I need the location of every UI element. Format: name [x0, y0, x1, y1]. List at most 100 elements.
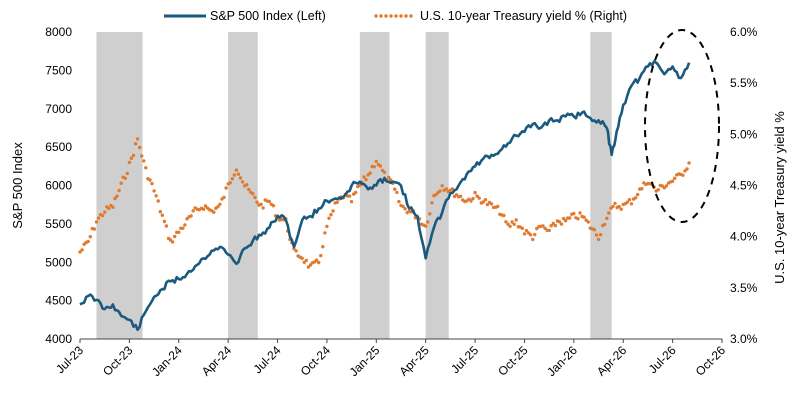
yield-point — [255, 200, 259, 204]
yield-point — [563, 219, 568, 223]
y-right-axis-title: U.S. 10-year Treasury yield % — [772, 111, 787, 284]
yield-point — [138, 145, 142, 150]
yield-point — [131, 153, 136, 158]
yield-point — [541, 224, 545, 228]
yield-point — [181, 226, 185, 230]
yield-point — [177, 230, 181, 234]
legend: S&P 500 Index (Left) U.S. 10-year Treasur… — [164, 9, 627, 23]
yield-point — [216, 205, 220, 209]
yield-point — [403, 207, 407, 211]
y-left-tick-label: 8000 — [45, 25, 72, 39]
yield-point — [605, 216, 609, 220]
yield-point — [259, 202, 263, 206]
yield-point — [234, 168, 239, 172]
yield-point — [629, 202, 634, 206]
yield-point — [450, 187, 455, 191]
yield-point — [382, 170, 387, 174]
yield-point — [568, 216, 572, 220]
yield-point — [393, 187, 397, 191]
yield-point — [592, 228, 597, 232]
yield-point — [528, 233, 533, 237]
yield-point — [685, 167, 689, 171]
yield-point — [238, 176, 243, 180]
highlight-ellipse — [644, 29, 720, 223]
yield-point — [117, 188, 121, 193]
yield-point — [397, 199, 401, 204]
yield-point — [522, 232, 527, 236]
yield-point — [306, 265, 311, 269]
yield-point — [183, 223, 187, 227]
y-right-tick-label: 3.5% — [730, 281, 758, 295]
yield-point — [374, 159, 378, 164]
yield-point — [94, 220, 99, 224]
yield-point — [314, 258, 319, 262]
yield-point — [150, 181, 154, 186]
yield-point — [203, 204, 208, 208]
yield-point — [469, 199, 473, 203]
yield-point — [687, 161, 691, 165]
x-tick-label: Oct-24 — [298, 343, 334, 379]
yield-point — [547, 228, 551, 233]
x-tick-label: Jul-25 — [448, 343, 481, 376]
yield-point — [129, 156, 134, 160]
y-right-tick-label: 6.0% — [730, 25, 758, 39]
yield-point — [531, 237, 535, 242]
yield-point — [572, 211, 576, 216]
yield-point — [364, 177, 368, 182]
yield-point — [133, 142, 138, 146]
yield-point — [506, 222, 510, 226]
y-right-tick-label: 4.0% — [730, 230, 758, 244]
yield-point — [335, 200, 339, 205]
yield-point — [347, 194, 352, 198]
yield-point — [559, 222, 564, 226]
yield-point — [158, 210, 162, 214]
yield-point — [148, 178, 152, 182]
yield-point — [603, 222, 607, 227]
yield-point — [142, 159, 146, 163]
x-tick-label: Apr-25 — [396, 343, 432, 379]
legend-yield-label: U.S. 10-year Treasury yield % (Right) — [420, 9, 627, 23]
yield-point — [633, 196, 638, 200]
yield-point — [640, 187, 644, 191]
y-right-tick-label: 5.5% — [730, 76, 758, 90]
legend-yield-swatch-dot — [389, 14, 393, 18]
yield-point — [115, 194, 119, 198]
yield-point — [236, 172, 241, 176]
yield-point — [481, 200, 485, 204]
yield-point — [191, 209, 195, 213]
x-tick-label: Jul-26 — [646, 343, 679, 376]
y-left-tick-label: 4000 — [45, 332, 72, 346]
yield-point — [349, 200, 354, 204]
annotations — [644, 29, 720, 223]
yield-point — [428, 212, 432, 216]
yield-point — [520, 226, 525, 230]
yield-point — [673, 176, 677, 180]
yield-point — [378, 164, 383, 168]
yield-point — [267, 199, 271, 204]
yield-point — [170, 240, 175, 244]
y-right-tick-label: 3.0% — [730, 332, 758, 346]
yield-point — [664, 184, 669, 188]
yield-point — [426, 220, 430, 224]
yield-point — [140, 154, 144, 158]
yield-point — [100, 213, 105, 218]
yield-point — [113, 196, 117, 201]
yield-point — [553, 223, 557, 228]
yield-point — [325, 224, 329, 229]
yield-point — [321, 245, 325, 249]
yield-point — [617, 204, 621, 209]
yield-point — [123, 176, 128, 180]
yield-point — [594, 233, 599, 237]
yield-point — [189, 214, 193, 218]
yield-point — [232, 173, 236, 177]
yield-point — [173, 234, 177, 239]
legend-yield-swatch-dot — [379, 14, 383, 18]
x-tick-label: Apr-24 — [199, 343, 235, 379]
legend-yield-swatch-dot — [384, 14, 388, 18]
yield-point — [514, 218, 518, 222]
y-left-tick-label: 7500 — [45, 63, 72, 77]
yield-point — [395, 190, 399, 195]
yield-point — [578, 211, 582, 215]
yield-point — [440, 184, 444, 188]
